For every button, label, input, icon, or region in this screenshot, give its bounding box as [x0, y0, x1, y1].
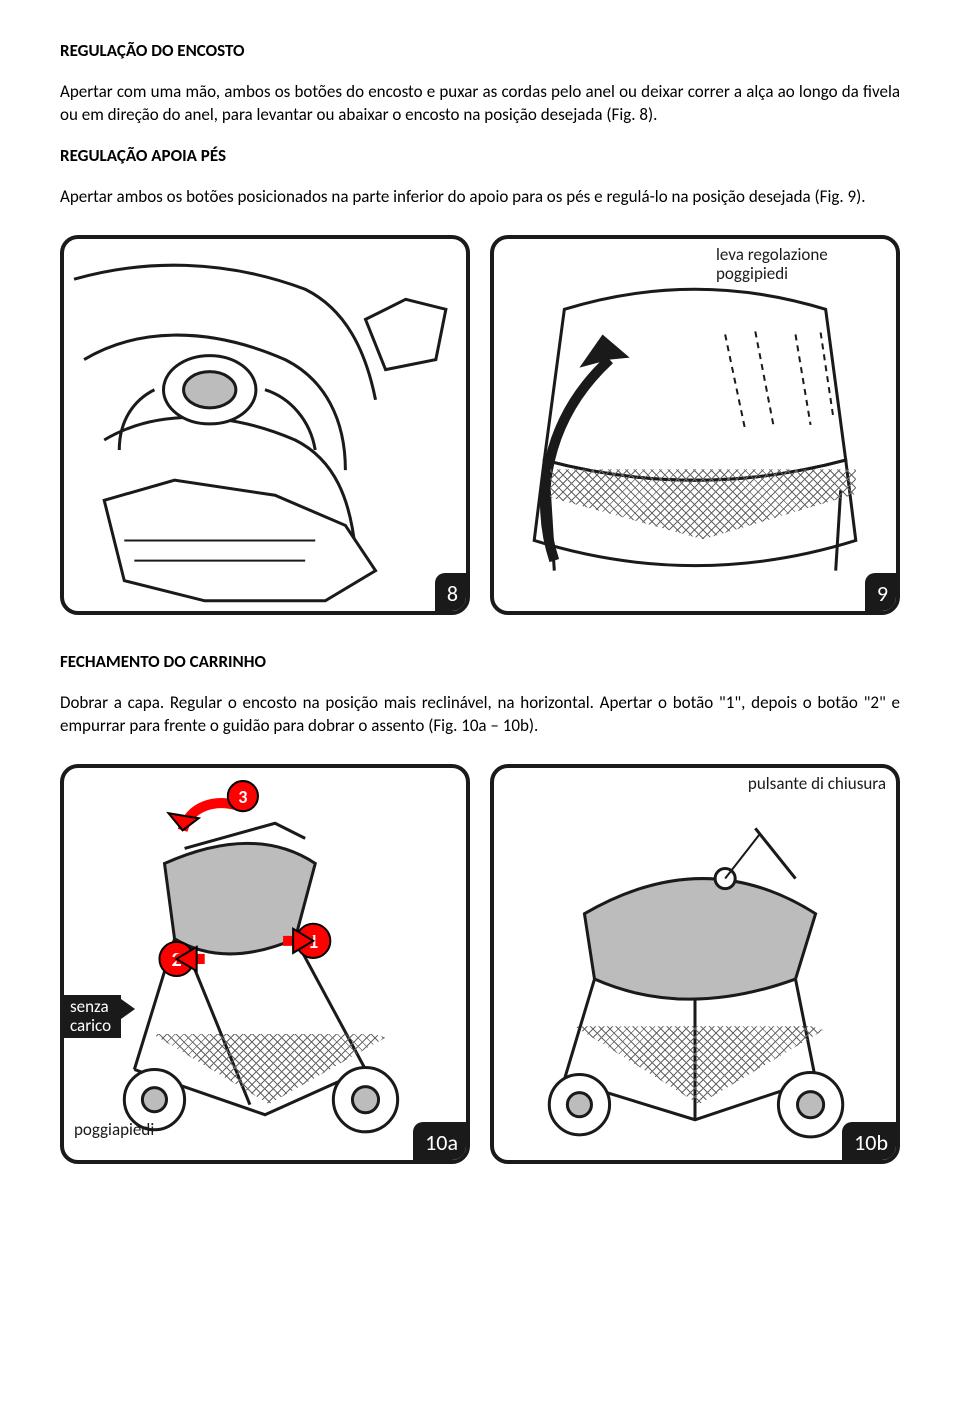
figure-8-number: 8	[435, 573, 470, 615]
figure-10b: pulsante di chiusura 10b	[490, 764, 900, 1164]
figure-9-number: 9	[865, 573, 900, 615]
tag-line1: senza	[70, 996, 109, 1017]
tag-line2: carico	[70, 1015, 111, 1036]
figure-row-10a-10b: 1 2 3 senza carico poggiapiedi 10a pulsa…	[60, 764, 900, 1164]
figure-10a-illustration: 1 2 3	[64, 768, 466, 1164]
figure-10b-illustration	[494, 768, 896, 1164]
figure-row-8-9: 8 leva regolazione poggipiedi 9	[60, 235, 900, 615]
section1-heading: REGULAÇÃO DO ENCOSTO	[60, 40, 900, 63]
figure-10a-number: 10a	[413, 1122, 470, 1164]
section2-paragraph: Apertar ambos os botões posicionados na …	[60, 186, 900, 209]
section3-heading: FECHAMENTO DO CARRINHO	[60, 651, 900, 674]
figure-10b-number: 10b	[842, 1122, 900, 1164]
figure-8: 8	[60, 235, 470, 615]
figure-8-illustration	[64, 239, 466, 615]
section1-paragraph: Apertar com uma mão, ambos os botões do …	[60, 81, 900, 127]
figure-9: leva regolazione poggipiedi 9	[490, 235, 900, 615]
figure-9-illustration	[494, 239, 896, 615]
figure-10a-label-bl: poggiapiedi	[74, 1119, 154, 1142]
section2-heading: REGULAÇÃO APOIA PÉS	[60, 145, 900, 168]
figure-10a-tag: senza carico	[60, 995, 121, 1038]
marker-3: 3	[238, 786, 247, 808]
section3-paragraph: Dobrar a capa. Regular o encosto na posi…	[60, 692, 900, 738]
figure-10a: 1 2 3 senza carico poggiapiedi 10a	[60, 764, 470, 1164]
